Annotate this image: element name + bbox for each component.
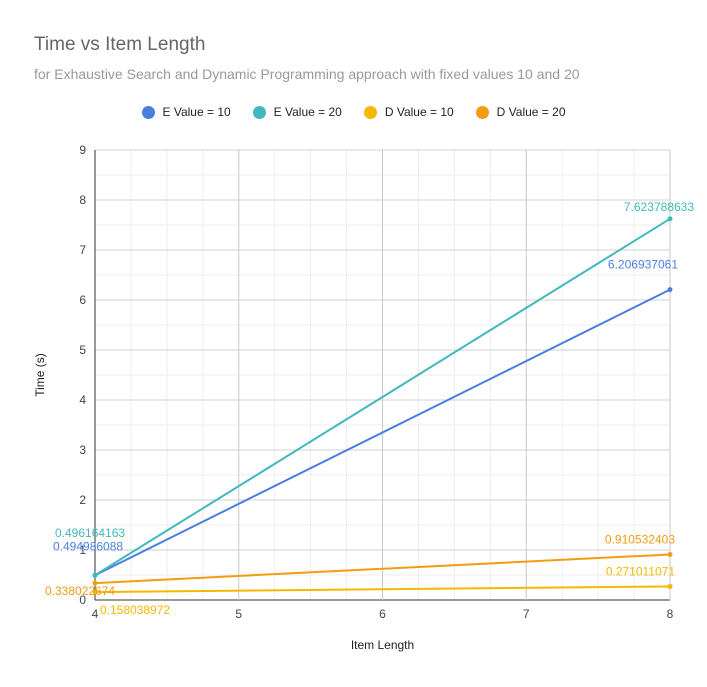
data-label: 0.496164163 [55,526,125,540]
x-tick-label: 4 [92,607,99,621]
y-tick-label: 1 [79,543,86,557]
legend-item-e20[interactable]: E Value = 20 [252,102,342,122]
data-point [667,287,673,293]
legend-swatch-e20 [252,105,266,119]
legend-label-e20: E Value = 20 [273,105,342,119]
y-tick-label: 0 [79,593,86,607]
data-label: 0.338022674 [45,584,115,598]
data-label: 6.206937061 [608,258,678,272]
data-point [667,216,673,222]
y-tick-label: 3 [79,443,86,457]
series-line-0 [94,288,671,577]
legend-item-e10[interactable]: E Value = 10 [141,102,231,122]
legend-swatch-e10 [141,105,155,119]
series-line-3 [94,553,671,585]
data-point [667,583,673,589]
x-tick-label: 6 [379,607,386,621]
y-axis-ticks: 0 1 2 3 4 5 6 7 8 9 [79,143,86,607]
legend-swatch-d10 [363,105,377,119]
chart-subtitle: for Exhaustive Search and Dynamic Progra… [34,66,580,82]
y-tick-label: 4 [79,393,86,407]
grid-major [94,149,671,601]
x-axis-label: Item Length [351,638,414,652]
data-label: 0.158038972 [100,603,170,617]
x-axis-ticks: 4 5 6 7 8 [92,607,674,621]
legend: E Value = 10 E Value = 20 D Value = 10 D… [0,102,707,122]
data-label: 0.494986088 [53,539,123,553]
series-layer [92,216,673,595]
data-point [92,572,98,578]
x-tick-label: 7 [523,607,530,621]
data-label: 7.623788633 [624,200,694,214]
series-line-2 [94,585,671,594]
series-line-1 [94,217,671,577]
y-tick-label: 2 [79,493,86,507]
data-point [667,551,673,557]
y-tick-label: 9 [79,143,86,157]
y-tick-label: 5 [79,343,86,357]
data-labels: 0.494986088 6.206937061 0.496164163 7.62378… [45,200,694,617]
x-tick-label: 5 [235,607,242,621]
y-tick-label: 8 [79,193,86,207]
y-axis-label: Time (s) [33,353,47,397]
legend-label-e10: E Value = 10 [162,105,231,119]
x-tick-label: 8 [667,607,674,621]
legend-item-d20[interactable]: D Value = 20 [475,102,566,122]
data-label: 0.910532403 [605,532,675,546]
legend-item-d10[interactable]: D Value = 10 [363,102,454,122]
legend-swatch-d20 [475,105,489,119]
legend-label-d20: D Value = 20 [496,105,566,119]
legend-label-d10: D Value = 10 [384,105,454,119]
chart-title: Time vs Item Length [34,34,206,55]
data-point [92,589,98,595]
data-point [92,580,98,586]
y-tick-label: 7 [79,243,86,257]
y-tick-label: 6 [79,293,86,307]
data-label: 0.271011071 [606,564,676,578]
